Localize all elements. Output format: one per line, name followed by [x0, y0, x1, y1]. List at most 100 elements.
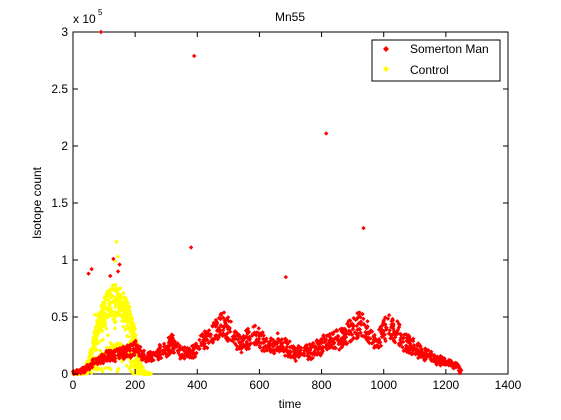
control-point	[126, 317, 131, 322]
somerton-man-point	[287, 339, 292, 344]
control-point	[95, 323, 101, 328]
somerton-man-point	[227, 329, 233, 334]
control-point	[97, 366, 103, 372]
control-point	[137, 366, 143, 371]
somerton-man-point	[387, 328, 392, 333]
somerton-man-point	[115, 269, 121, 274]
somerton-man-point	[432, 354, 437, 359]
somerton-man-point	[202, 329, 207, 334]
control-point	[96, 313, 101, 319]
control-point	[115, 291, 120, 296]
control-point	[128, 364, 133, 369]
somerton-man-point	[286, 349, 292, 355]
somerton-man-point	[98, 360, 103, 365]
somerton-man-point	[228, 319, 234, 324]
somerton-man-point	[440, 357, 445, 363]
somerton-man-point	[223, 321, 228, 327]
somerton-man-point	[281, 349, 286, 354]
somerton-man-point	[135, 349, 140, 355]
control-point	[128, 329, 133, 334]
somerton-man-point	[133, 347, 138, 353]
somerton-man-point	[410, 348, 416, 354]
control-point	[109, 294, 114, 299]
somerton-man-point	[372, 343, 377, 349]
somerton-man-point	[406, 340, 411, 345]
control-point	[142, 371, 147, 377]
somerton-man-point	[202, 341, 207, 346]
somerton-man-point	[156, 357, 161, 362]
somerton-man-point	[110, 353, 115, 358]
somerton-man-point	[331, 345, 336, 351]
somerton-man-point	[181, 348, 187, 353]
somerton-man-point	[283, 274, 289, 280]
control-point	[99, 324, 105, 329]
somerton-man-point	[302, 353, 307, 358]
control-point	[121, 304, 126, 309]
somerton-man-point	[191, 351, 197, 356]
control-point	[106, 365, 111, 370]
somerton-man-point	[120, 355, 126, 360]
somerton-man-point	[350, 326, 356, 332]
control-point	[99, 314, 105, 320]
somerton-man-point	[278, 339, 283, 344]
somerton-man-point	[157, 342, 162, 348]
somerton-man-point	[226, 318, 231, 324]
somerton-man-point	[294, 351, 299, 357]
somerton-man-point	[274, 339, 280, 345]
somerton-man-point	[302, 345, 307, 350]
somerton-man-point	[400, 335, 406, 341]
control-point	[89, 352, 94, 358]
somerton-man-point	[328, 343, 334, 348]
control-point	[100, 328, 105, 334]
somerton-man-point	[373, 338, 379, 343]
somerton-man-point	[381, 319, 386, 325]
somerton-man-point	[225, 326, 231, 332]
somerton-man-point	[146, 355, 151, 361]
x-tick-label: 200	[125, 378, 145, 392]
somerton-man-point	[427, 351, 433, 356]
control-point	[132, 358, 137, 364]
axis-ticks: 0 200 400 600 800 1000 1200 1400 0 0.5 1 1.5 2 2.5 3	[51, 25, 521, 392]
somerton-man-point	[115, 348, 120, 353]
control-point	[129, 369, 134, 374]
somerton-man-point	[130, 343, 135, 348]
control-point	[112, 320, 118, 325]
somerton-man-point	[243, 328, 249, 333]
y-tick-label: 2	[61, 139, 68, 153]
somerton-man-point	[266, 344, 272, 350]
control-point	[92, 336, 97, 341]
control-point	[102, 301, 108, 307]
control-point	[107, 301, 112, 306]
somerton-man-point	[356, 321, 361, 326]
control-point	[118, 299, 124, 305]
control-point	[113, 304, 118, 310]
somerton-man-point	[105, 358, 110, 363]
somerton-man-point	[416, 348, 422, 354]
control-point	[104, 291, 109, 296]
somerton-man-point	[357, 327, 362, 332]
somerton-man-point	[369, 329, 375, 334]
control-point	[111, 298, 116, 304]
somerton-man-point	[330, 331, 336, 337]
somerton-man-point	[348, 331, 354, 337]
somerton-man-point	[210, 336, 215, 341]
somerton-man-point	[280, 345, 286, 350]
somerton-man-point	[201, 337, 206, 343]
somerton-man-point	[344, 331, 349, 336]
somerton-man-point	[391, 323, 396, 329]
somerton-man-point	[177, 353, 183, 358]
control-point	[104, 295, 109, 300]
control-point	[112, 312, 118, 318]
somerton-man-point	[343, 341, 349, 346]
control-point	[100, 369, 105, 374]
somerton-man-point	[101, 354, 107, 359]
x-tick-label: 800	[312, 378, 332, 392]
somerton-man-point	[426, 348, 431, 353]
x-axis-label: time	[279, 397, 302, 411]
control-point	[97, 327, 103, 332]
somerton-man-point	[263, 338, 269, 344]
somerton-man-point	[389, 336, 395, 341]
somerton-man-point	[354, 336, 359, 341]
control-point	[121, 290, 126, 296]
